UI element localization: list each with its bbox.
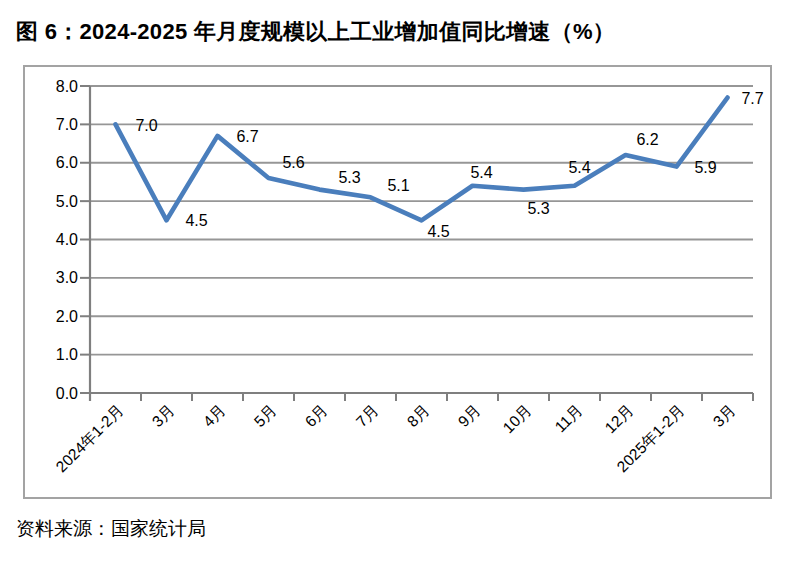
chart-frame: 0.0 1.0 2.0 3.0 4.0 5.0 6.0 7.0 8.0 2024年1-2月 3月 4月…: [23, 65, 772, 499]
y-tick-label: 2.0: [56, 308, 78, 325]
x-tick-label: 3月: [710, 401, 739, 430]
y-tick-label: 6.0: [56, 154, 78, 171]
y-tick-label: 4.0: [56, 231, 78, 248]
y-tick-label: 5.0: [56, 193, 78, 210]
data-point-label: 6.7: [236, 128, 258, 145]
data-point-label: 4.5: [427, 223, 449, 240]
data-point-label: 7.0: [135, 117, 157, 134]
data-point-label: 5.4: [568, 159, 590, 176]
report-page: 图 6：2024-2025 年月度规模以上工业增加值同比增速（%） 0.0 1.0…: [0, 0, 796, 576]
y-tick-label: 0.0: [56, 385, 78, 402]
x-tick-label: 12月: [601, 401, 636, 436]
data-point-label: 5.6: [282, 154, 304, 171]
y-tick-label: 7.0: [56, 116, 78, 133]
x-tick-label: 6月: [302, 401, 331, 430]
figure-title: 图 6：2024-2025 年月度规模以上工业增加值同比增速（%）: [16, 17, 615, 47]
data-point-label: 7.7: [741, 90, 763, 107]
data-point-label: 5.1: [387, 177, 409, 194]
x-tick-label: 11月: [551, 401, 585, 435]
y-tick-labels: 0.0 1.0 2.0 3.0 4.0 5.0 6.0 7.0 8.0: [56, 78, 78, 402]
data-point-label: 5.4: [470, 164, 492, 181]
x-tick-label: 9月: [455, 401, 484, 430]
y-tick-label: 3.0: [56, 269, 78, 286]
x-tick-label: 5月: [251, 401, 280, 430]
y-tick-label: 1.0: [56, 346, 78, 363]
x-tick-label: 10月: [499, 401, 534, 436]
x-tick-label: 2024年1-2月: [52, 401, 126, 475]
line-chart: 0.0 1.0 2.0 3.0 4.0 5.0 6.0 7.0 8.0 2024年1-2月 3月 4月…: [25, 67, 770, 497]
x-tick-label: 8月: [404, 401, 433, 430]
x-tick-label: 4月: [200, 401, 229, 430]
data-point-label: 5.3: [527, 200, 549, 217]
data-point-label: 4.5: [185, 212, 207, 229]
x-tick-label: 7月: [353, 401, 382, 430]
data-point-label: 5.9: [694, 159, 716, 176]
data-point-label: 5.3: [338, 169, 360, 186]
x-tick-labels: 2024年1-2月3月4月5月6月7月8月9月10月11月12月2025年1-2…: [52, 401, 738, 475]
y-tick-label: 8.0: [56, 78, 78, 95]
x-tick-label: 3月: [149, 401, 178, 430]
data-point-label: 6.2: [636, 131, 658, 148]
source-note: 资料来源：国家统计局: [16, 516, 206, 542]
